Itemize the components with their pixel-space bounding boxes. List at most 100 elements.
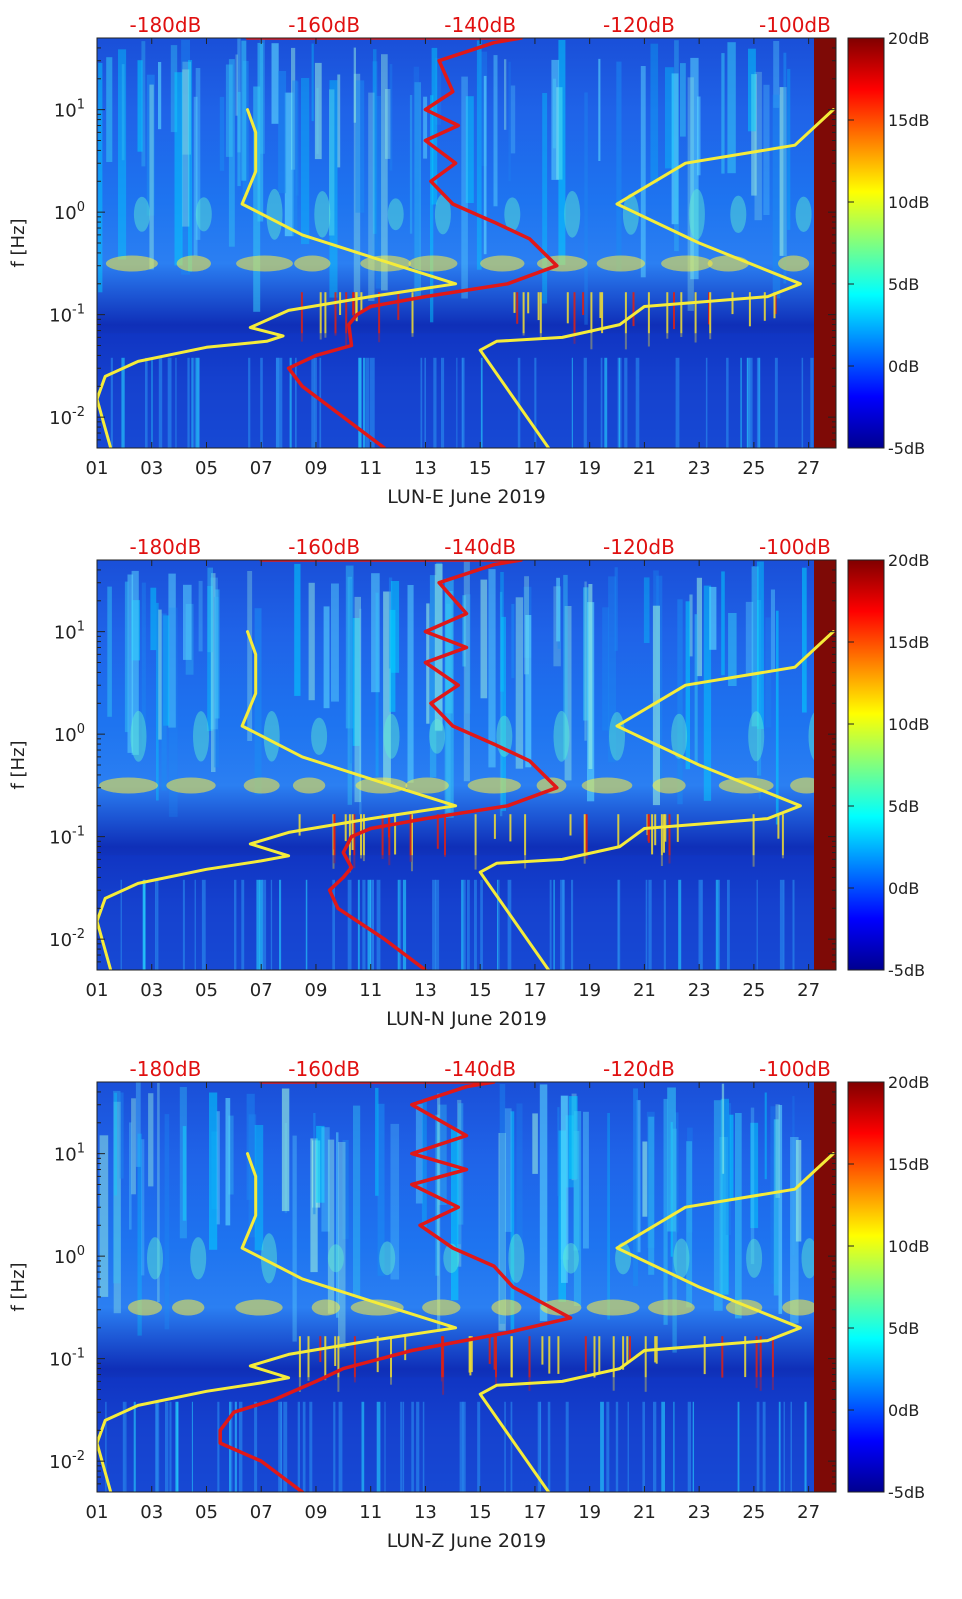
- x-tick-label: 25: [742, 980, 765, 1001]
- low-band-streak: [441, 357, 445, 448]
- low-band-streak: [367, 879, 371, 970]
- streak: [421, 1099, 427, 1230]
- x-tick-label: 11: [359, 458, 382, 479]
- streak: [124, 581, 129, 733]
- event-spike: [362, 814, 365, 862]
- top-axis-label: -140dB: [444, 13, 516, 37]
- event-spike: [509, 814, 512, 842]
- streak: [195, 68, 201, 240]
- low-band-streak: [456, 357, 458, 448]
- low-band-streak: [565, 1401, 569, 1492]
- low-band-streak: [571, 357, 573, 448]
- streak: [758, 562, 761, 799]
- red-curve-line: [259, 560, 559, 970]
- x-tick-label: 13: [414, 980, 437, 1001]
- microseism-blob: [782, 1299, 817, 1316]
- low-band-streak: [635, 357, 640, 448]
- low-band-streak: [462, 1401, 466, 1492]
- low-band-streak: [645, 879, 648, 970]
- event-spike: [617, 814, 620, 847]
- event-spike: [353, 1336, 356, 1383]
- low-band-streak: [480, 879, 483, 970]
- streak: [182, 69, 190, 227]
- microseism-blob: [263, 711, 280, 762]
- low-band-streak: [376, 879, 381, 970]
- low-band-streak: [175, 357, 177, 448]
- streak: [423, 96, 428, 159]
- low-band-streak: [248, 357, 251, 448]
- low-band-streak: [357, 879, 360, 970]
- x-tick-label: 01: [86, 1502, 109, 1523]
- event-spike: [442, 1336, 445, 1395]
- low-band-streak: [507, 879, 512, 970]
- streak: [652, 605, 660, 806]
- streak: [680, 63, 686, 137]
- x-axis-label: LUN-Z June 2019: [387, 1530, 546, 1552]
- microseism-blob: [360, 255, 412, 272]
- y-axis-label: f [Hz]: [8, 740, 29, 789]
- x-tick-label: 09: [305, 980, 328, 1001]
- microseism-blob: [405, 777, 449, 794]
- event-spike: [721, 1336, 724, 1378]
- microseism-blob: [661, 255, 713, 272]
- event-spike: [582, 292, 585, 315]
- event-spike: [585, 814, 588, 859]
- microseism-blob: [581, 777, 633, 794]
- low-band-streak: [283, 1401, 288, 1492]
- event-spike: [598, 1336, 601, 1375]
- low-band: [97, 1377, 836, 1492]
- colorbar: [847, 559, 885, 971]
- low-band-streak: [687, 1401, 691, 1492]
- streak: [558, 40, 566, 265]
- low-band-streak: [370, 879, 374, 970]
- low-band-streak: [692, 1401, 694, 1492]
- event-spike: [601, 292, 604, 334]
- microseism-blob: [387, 198, 404, 231]
- x-tick-label: 01: [86, 980, 109, 1001]
- event-spike: [360, 814, 362, 859]
- event-spike: [590, 292, 593, 350]
- streak: [141, 1139, 145, 1276]
- streak: [674, 40, 679, 252]
- low-band-streak: [278, 1401, 282, 1492]
- streak: [214, 589, 220, 719]
- yellow-curve-2-line: [478, 108, 835, 448]
- streak: [254, 608, 262, 795]
- x-tick-label: 19: [578, 980, 601, 1001]
- streak: [504, 59, 507, 130]
- streak: [510, 85, 516, 154]
- microseism-blob: [648, 1299, 695, 1316]
- streak: [327, 1139, 335, 1314]
- streak: [389, 64, 393, 171]
- event-spike: [539, 292, 542, 338]
- streak: [114, 1092, 117, 1196]
- event-spike: [763, 292, 766, 321]
- low-band-streak: [167, 357, 172, 448]
- y-tick-label: 101: [54, 98, 85, 122]
- low-band-streak: [365, 357, 369, 448]
- x-tick-label: 11: [359, 1502, 382, 1523]
- streak: [414, 82, 421, 298]
- event-spike: [593, 1336, 596, 1378]
- top-axis-label: -140dB: [444, 1057, 516, 1081]
- streak: [602, 607, 609, 731]
- low-band-streak: [235, 1401, 237, 1492]
- event-spike: [632, 292, 635, 327]
- streak: [174, 72, 183, 266]
- streak: [437, 1093, 441, 1332]
- event-spike: [528, 1336, 531, 1391]
- streak: [137, 60, 143, 152]
- x-tick-label: 17: [523, 458, 546, 479]
- low-band-streak: [105, 1401, 107, 1492]
- streak: [488, 569, 496, 768]
- x-tick-label: 15: [469, 1502, 492, 1523]
- microseism-blob: [508, 1233, 525, 1283]
- streak: [735, 1113, 742, 1319]
- streak: [253, 86, 261, 312]
- microseism-blob: [562, 1243, 579, 1274]
- low-band-streak: [155, 879, 157, 970]
- event-spike: [612, 1336, 615, 1391]
- microseism-blob: [688, 189, 705, 240]
- x-tick-label: 19: [578, 1502, 601, 1523]
- event-spike: [573, 292, 576, 344]
